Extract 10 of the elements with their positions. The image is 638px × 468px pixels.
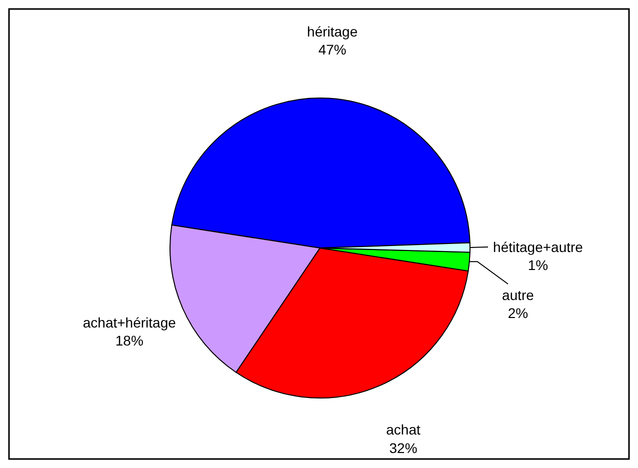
data-label: 18% — [115, 332, 144, 348]
slice-label: achat+héritage — [82, 314, 176, 330]
data-label: 2% — [508, 305, 528, 322]
data-label: 1% — [528, 257, 548, 274]
slice-label: héritage — [307, 23, 358, 40]
slice-label: autre — [502, 287, 534, 303]
data-label: 47% — [318, 42, 346, 58]
data-label: 32% — [389, 440, 418, 456]
slice-label: achat — [386, 422, 421, 438]
slice-label: hétitage+autre — [493, 239, 584, 255]
